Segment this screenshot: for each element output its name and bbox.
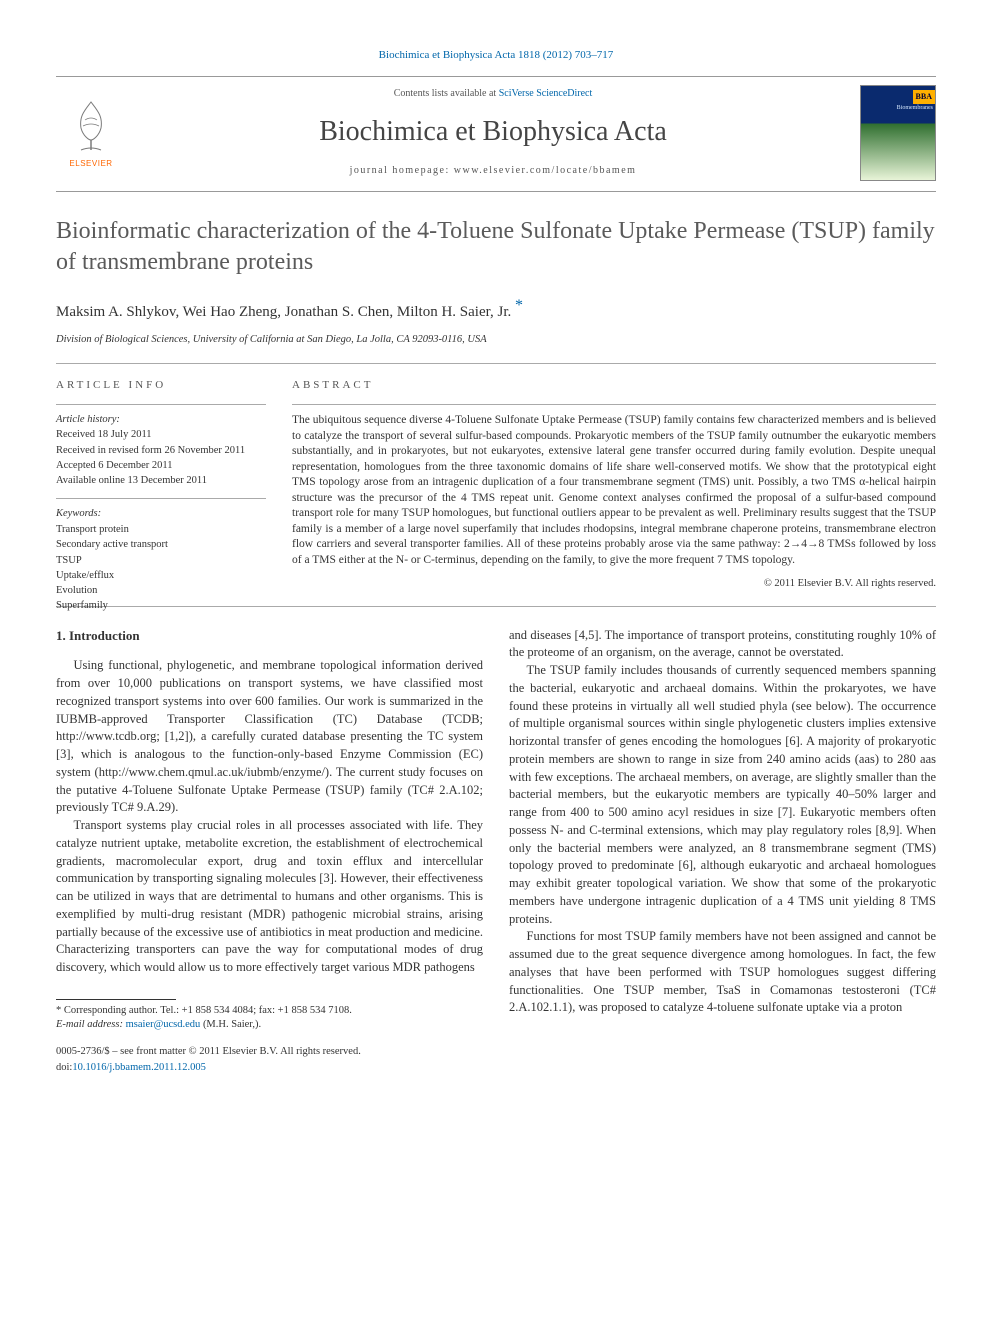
publisher-name: ELSEVIER bbox=[69, 158, 112, 170]
article-meta-row: article info Article history: Received 1… bbox=[56, 363, 936, 591]
top-citation-link[interactable]: Biochimica et Biophysica Acta 1818 (2012… bbox=[379, 49, 614, 61]
footnote-rule bbox=[56, 999, 176, 1000]
email-link[interactable]: msaier@ucsd.edu bbox=[126, 1019, 201, 1030]
corresponding-footer: * Corresponding author. Tel.: +1 858 534… bbox=[56, 999, 483, 1075]
keyword: TSUP bbox=[56, 554, 266, 568]
intro-para: Transport systems play crucial roles in … bbox=[56, 817, 483, 977]
email-label: E-mail address: bbox=[56, 1019, 126, 1030]
keyword: Evolution bbox=[56, 584, 266, 598]
abstract-text: The ubiquitous sequence diverse 4-Toluen… bbox=[292, 413, 936, 568]
history-online: Available online 13 December 2011 bbox=[56, 474, 266, 488]
issn-block: 0005-2736/$ – see front matter © 2011 El… bbox=[56, 1044, 483, 1074]
doi-link[interactable]: 10.1016/j.bbamem.2011.12.005 bbox=[72, 1062, 205, 1073]
history-accepted: Accepted 6 December 2011 bbox=[56, 459, 266, 473]
affiliation: Division of Biological Sciences, Univers… bbox=[56, 332, 936, 347]
keywords-title: Keywords: bbox=[56, 507, 266, 521]
authors-text: Maksim A. Shlykov, Wei Hao Zheng, Jonath… bbox=[56, 304, 515, 320]
contents-prefix: Contents lists available at bbox=[394, 88, 499, 99]
journal-title: Biochimica et Biophysica Acta bbox=[138, 112, 848, 153]
elsevier-tree-icon bbox=[67, 96, 115, 156]
keyword: Transport protein bbox=[56, 523, 266, 537]
intro-para: The TSUP family includes thousands of cu… bbox=[509, 662, 936, 928]
article-info-block: article info Article history: Received 1… bbox=[56, 378, 266, 591]
journal-cover-thumb: BBA Biomembranes bbox=[860, 85, 936, 181]
article-info-heading: article info bbox=[56, 378, 266, 394]
homepage-line: journal homepage: www.elsevier.com/locat… bbox=[138, 164, 848, 179]
right-column: and diseases [4,5]. The importance of tr… bbox=[509, 627, 936, 1075]
abstract-copyright: © 2011 Elsevier B.V. All rights reserved… bbox=[292, 576, 936, 591]
issn-line: 0005-2736/$ – see front matter © 2011 El… bbox=[56, 1044, 483, 1059]
abstract-block: abstract The ubiquitous sequence diverse… bbox=[292, 378, 936, 591]
email-line: E-mail address: msaier@ucsd.edu (M.H. Sa… bbox=[56, 1018, 483, 1032]
keyword: Superfamily bbox=[56, 599, 266, 613]
cover-flag: BBA bbox=[913, 90, 935, 104]
intro-para: Functions for most TSUP family members h… bbox=[509, 928, 936, 1017]
abstract-heading: abstract bbox=[292, 378, 936, 394]
email-suffix: (M.H. Saier,). bbox=[200, 1019, 261, 1030]
keyword: Uptake/efflux bbox=[56, 569, 266, 583]
sciverse-link[interactable]: SciVerse ScienceDirect bbox=[499, 88, 593, 99]
intro-para: Using functional, phylogenetic, and memb… bbox=[56, 657, 483, 817]
left-column: 1. Introduction Using functional, phylog… bbox=[56, 627, 483, 1075]
doi-line: doi:10.1016/j.bbamem.2011.12.005 bbox=[56, 1060, 483, 1075]
header-center: Contents lists available at SciVerse Sci… bbox=[126, 87, 860, 179]
contents-line: Contents lists available at SciVerse Sci… bbox=[138, 87, 848, 102]
corresponding-marker[interactable]: * bbox=[515, 297, 523, 314]
intro-para: and diseases [4,5]. The importance of tr… bbox=[509, 627, 936, 663]
article-title: Bioinformatic characterization of the 4-… bbox=[56, 216, 936, 278]
intro-heading: 1. Introduction bbox=[56, 627, 483, 646]
keyword: Secondary active transport bbox=[56, 538, 266, 552]
author-list: Maksim A. Shlykov, Wei Hao Zheng, Jonath… bbox=[56, 294, 936, 324]
history-revised: Received in revised form 26 November 201… bbox=[56, 444, 266, 458]
cover-sub: Biomembranes bbox=[897, 104, 933, 113]
top-citation: Biochimica et Biophysica Acta 1818 (2012… bbox=[56, 48, 936, 64]
homepage-url: www.elsevier.com/locate/bbamem bbox=[454, 165, 637, 176]
history-title: Article history: bbox=[56, 413, 266, 427]
history-received: Received 18 July 2011 bbox=[56, 428, 266, 442]
publisher-logo: ELSEVIER bbox=[56, 89, 126, 177]
corr-note: * Corresponding author. Tel.: +1 858 534… bbox=[56, 1004, 483, 1018]
homepage-prefix: journal homepage: bbox=[350, 165, 454, 176]
body-columns: 1. Introduction Using functional, phylog… bbox=[56, 627, 936, 1075]
journal-header: ELSEVIER Contents lists available at Sci… bbox=[56, 76, 936, 192]
